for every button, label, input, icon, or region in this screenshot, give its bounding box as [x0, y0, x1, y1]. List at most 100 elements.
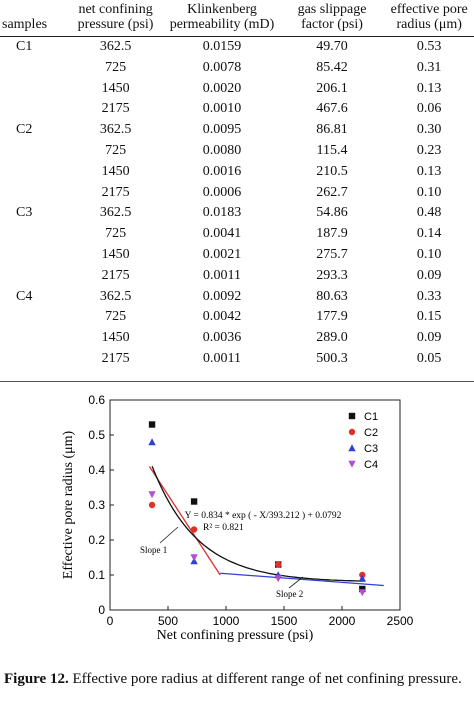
cell-pressure: 1450 — [101, 246, 130, 262]
cell-gas-slippage: 187.9 — [316, 226, 348, 242]
table-row: C4 362.5 0.0092 80.63 0.33 — [0, 287, 474, 308]
cell-sample — [0, 349, 67, 370]
header-gas-slippage: gas slippage factor (psi) — [279, 0, 385, 37]
data-point-c2 — [275, 561, 282, 568]
cell-gas-slippage: 293.3 — [316, 267, 348, 283]
cell-gas-slippage: 80.63 — [316, 288, 348, 304]
y-tick-label: 0.5 — [88, 428, 105, 442]
table-row: 2175 0.0011 293.3 0.09 — [0, 266, 474, 287]
cell-pore-radius: 0.14 — [416, 226, 442, 242]
cell-pore-radius: 0.48 — [416, 205, 442, 221]
cell-sample — [0, 162, 67, 183]
data-point-c4 — [358, 589, 366, 597]
legend-marker-c1 — [348, 412, 356, 420]
data-point-c4 — [190, 554, 198, 562]
cell-permeability: 0.0159 — [202, 39, 242, 54]
section-divider — [0, 381, 474, 382]
data-point-c4 — [274, 575, 282, 583]
cell-permeability: 0.0006 — [202, 184, 242, 200]
cell-pore-radius: 0.10 — [416, 246, 442, 262]
slope2-label: Slope 2 — [276, 589, 303, 599]
cell-sample — [0, 99, 67, 120]
fit-equation: Y = 0.834 * exp ( - X/393.212 ) + 0.0792 — [185, 510, 342, 521]
cell-sample: C1 — [16, 39, 33, 54]
table-row: 725 0.0080 115.4 0.23 — [0, 141, 474, 162]
data-point-c2 — [148, 501, 156, 509]
cell-sample — [0, 266, 67, 287]
cell-pressure: 362.5 — [99, 122, 132, 138]
table-row: 1450 0.0036 289.0 0.09 — [0, 328, 474, 349]
cell-sample: C2 — [16, 122, 33, 138]
slope1-arrow — [159, 526, 179, 544]
cell-sample: C4 — [16, 288, 33, 304]
table-row: 725 0.0078 85.42 0.31 — [0, 58, 474, 79]
table-row: C3 362.5 0.0183 54.86 0.48 — [0, 203, 474, 224]
cell-gas-slippage: 467.6 — [316, 101, 348, 117]
y-tick-label: 0.1 — [88, 568, 105, 582]
cell-gas-slippage: 49.70 — [316, 39, 348, 54]
cell-sample — [0, 58, 67, 79]
cell-pore-radius: 0.23 — [416, 142, 442, 158]
cell-permeability: 0.0095 — [202, 122, 242, 138]
cell-pressure: 725 — [105, 309, 127, 325]
cell-pressure: 1450 — [101, 163, 130, 179]
cell-permeability: 0.0078 — [202, 59, 242, 75]
slope-line — [148, 466, 221, 576]
cell-gas-slippage: 86.81 — [316, 122, 348, 138]
table-body: C1 362.5 0.0159 49.70 0.53 725 0.0078 85.42 0.31… — [0, 37, 474, 370]
cell-pressure: 725 — [105, 59, 127, 75]
cell-pore-radius: 0.05 — [416, 350, 442, 366]
table-row: 725 0.0042 177.9 0.15 — [0, 307, 474, 328]
pore-data-table: samples net confining pressure (psi) Klin… — [0, 0, 474, 370]
figure-panel: 0 500 1000 1500 2000 2500 0 0.1 0.2 0.3 0.4 0.5 0.6 N… — [0, 388, 474, 650]
cell-gas-slippage: 206.1 — [316, 80, 348, 96]
data-point-c3 — [148, 438, 156, 446]
cell-permeability: 0.0011 — [203, 350, 241, 366]
data-point-c3 — [358, 574, 366, 582]
cell-permeability: 0.0011 — [203, 267, 241, 283]
data-point-c1 — [190, 498, 198, 505]
cell-pore-radius: 0.13 — [416, 163, 442, 179]
x-tick-label: 500 — [158, 614, 178, 628]
cell-pore-radius: 0.09 — [416, 330, 442, 346]
data-table-container: samples net confining pressure (psi) Klin… — [0, 0, 474, 370]
header-permeability: Klinkenberg permeability (mD) — [164, 0, 280, 37]
x-tick-label: 2000 — [329, 614, 356, 628]
data-point-c1 — [148, 421, 156, 428]
cell-sample — [0, 245, 67, 266]
caption-text: Effective pore radius at different range… — [72, 671, 462, 687]
cell-pore-radius: 0.31 — [416, 59, 442, 75]
cell-pore-radius: 0.09 — [416, 267, 442, 283]
table-row: 1450 0.0016 210.5 0.13 — [0, 162, 474, 183]
cell-gas-slippage: 54.86 — [316, 205, 348, 221]
y-tick-label: 0 — [98, 603, 105, 617]
cell-sample — [0, 183, 67, 204]
x-tick-label: 1000 — [213, 614, 240, 628]
cell-gas-slippage: 275.7 — [316, 246, 348, 262]
cell-sample — [0, 79, 67, 100]
cell-pressure: 1450 — [101, 80, 130, 96]
legend-marker-c3 — [348, 444, 356, 452]
cell-pressure: 2175 — [101, 267, 130, 283]
table-row: C2 362.5 0.0095 86.81 0.30 — [0, 120, 474, 141]
data-point-c1 — [359, 585, 366, 593]
cell-sample — [0, 307, 67, 328]
legend-marker-c2 — [348, 428, 356, 436]
table-row: 725 0.0041 187.9 0.14 — [0, 224, 474, 245]
cell-pore-radius: 0.13 — [416, 80, 442, 96]
cell-permeability: 0.0080 — [202, 142, 242, 158]
cell-gas-slippage: 500.3 — [316, 350, 348, 366]
y-tick-label: 0.2 — [88, 533, 105, 547]
cell-gas-slippage: 177.9 — [316, 309, 348, 325]
table-row: C1 362.5 0.0159 49.70 0.53 — [0, 37, 474, 58]
y-tick-label: 0.4 — [88, 463, 105, 477]
cell-gas-slippage: 210.5 — [316, 163, 348, 179]
cell-pore-radius: 0.30 — [416, 122, 442, 138]
cell-pressure: 1450 — [101, 330, 130, 346]
cell-sample — [0, 141, 67, 162]
x-tick-label: 1500 — [271, 614, 298, 628]
cell-permeability: 0.0183 — [202, 205, 242, 221]
x-axis-label: Net confining pressure (psi) — [157, 628, 314, 643]
y-tick-label: 0.3 — [88, 498, 105, 512]
fit-curve — [151, 465, 363, 582]
